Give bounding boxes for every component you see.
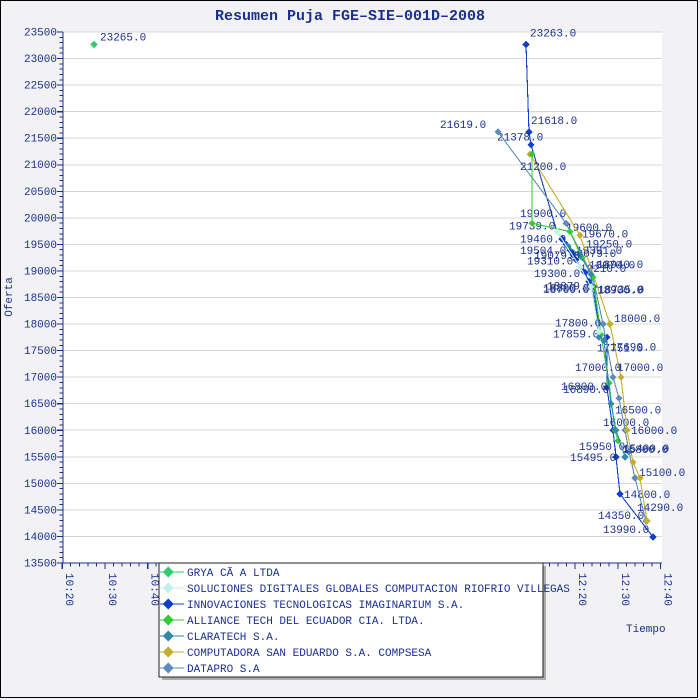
svg-text:17690.0: 17690.0 <box>610 343 656 355</box>
svg-text:10:30: 10:30 <box>105 573 117 606</box>
svg-text:12:30: 12:30 <box>618 573 630 606</box>
svg-text:14500: 14500 <box>24 505 57 517</box>
svg-text:ALLIANCE TECH DEL ECUADOR CIA.: ALLIANCE TECH DEL ECUADOR CIA. LTDA. <box>187 616 425 628</box>
svg-text:17000.0: 17000.0 <box>617 363 663 375</box>
svg-text:19500: 19500 <box>24 240 57 252</box>
svg-text:22000: 22000 <box>24 107 57 119</box>
svg-text:16500.0: 16500.0 <box>615 406 661 418</box>
svg-text:16000.0: 16000.0 <box>631 426 677 438</box>
svg-text:15500: 15500 <box>24 452 57 464</box>
svg-text:17500: 17500 <box>24 346 57 358</box>
svg-text:14290.0: 14290.0 <box>637 503 683 515</box>
svg-text:10:20: 10:20 <box>62 573 74 606</box>
svg-text:17859.0: 17859.0 <box>553 330 599 342</box>
svg-text:16500: 16500 <box>24 399 57 411</box>
svg-text:15100.0: 15100.0 <box>639 468 685 480</box>
svg-text:21200.0: 21200.0 <box>520 162 566 174</box>
svg-text:22500: 22500 <box>24 81 57 93</box>
svg-text:21500: 21500 <box>24 134 57 146</box>
svg-text:23265.0: 23265.0 <box>100 33 146 45</box>
svg-text:20500: 20500 <box>24 187 57 199</box>
svg-text:16890.0: 16890.0 <box>563 385 609 397</box>
svg-text:21378.0: 21378.0 <box>497 133 543 145</box>
svg-text:19300.0: 19300.0 <box>534 269 580 281</box>
svg-text:COMPUTADORA SAN EDUARDO S.A. C: COMPUTADORA SAN EDUARDO S.A. COMPSESA <box>187 648 432 660</box>
svg-text:19079.0: 19079.0 <box>534 251 580 263</box>
svg-text:CLARATECH S.A.: CLARATECH S.A. <box>187 632 279 644</box>
svg-text:23500: 23500 <box>24 28 57 40</box>
svg-text:DATAPRO S.A: DATAPRO S.A <box>187 664 260 676</box>
svg-text:18000.0: 18000.0 <box>614 314 660 326</box>
svg-text:23000: 23000 <box>24 54 57 66</box>
svg-text:12:40: 12:40 <box>661 573 673 606</box>
svg-text:18500: 18500 <box>24 293 57 305</box>
svg-text:16000: 16000 <box>24 426 57 438</box>
svg-text:13990.0: 13990.0 <box>603 525 649 537</box>
svg-text:21618.0: 21618.0 <box>531 116 577 128</box>
svg-text:21619.0: 21619.0 <box>440 120 486 132</box>
svg-text:23263.0: 23263.0 <box>530 29 576 41</box>
svg-text:13500: 13500 <box>24 559 57 571</box>
svg-text:SOLUCIONES DIGITALES GLOBALES: SOLUCIONES DIGITALES GLOBALES COMPUTACIO… <box>187 584 570 596</box>
svg-text:14000: 14000 <box>24 532 57 544</box>
svg-text:20000: 20000 <box>24 213 57 225</box>
svg-text:Oferta: Oferta <box>4 277 16 317</box>
svg-text:18000: 18000 <box>24 320 57 332</box>
svg-text:12:20: 12:20 <box>575 573 587 606</box>
svg-text:14800.0: 14800.0 <box>624 490 670 502</box>
svg-text:18940.0: 18940.0 <box>597 260 643 272</box>
svg-text:INNOVACIONES TECNOLOGICAS IMAG: INNOVACIONES TECNOLOGICAS IMAGINARIUM S.… <box>187 600 464 612</box>
svg-text:19900.0: 19900.0 <box>520 209 566 221</box>
svg-text:15495.0: 15495.0 <box>570 453 616 465</box>
svg-text:21000: 21000 <box>24 160 57 172</box>
svg-text:17800.0: 17800.0 <box>555 319 601 331</box>
svg-text:10:40: 10:40 <box>148 573 160 606</box>
svg-text:15000: 15000 <box>24 479 57 491</box>
svg-text:19250.0: 19250.0 <box>586 240 632 252</box>
svg-text:17000.0: 17000.0 <box>575 363 621 375</box>
svg-text:18700.0: 18700.0 <box>543 285 589 297</box>
svg-text:18900.0: 18900.0 <box>597 285 643 297</box>
svg-text:19460.0: 19460.0 <box>520 235 566 247</box>
svg-text:19000: 19000 <box>24 266 57 278</box>
svg-text:17000: 17000 <box>24 373 57 385</box>
svg-text:15800.0: 15800.0 <box>622 445 668 457</box>
svg-text:GRYA CÃ A LTDA: GRYA CÃ A LTDA <box>187 567 280 580</box>
svg-text:Tiempo: Tiempo <box>626 624 666 636</box>
